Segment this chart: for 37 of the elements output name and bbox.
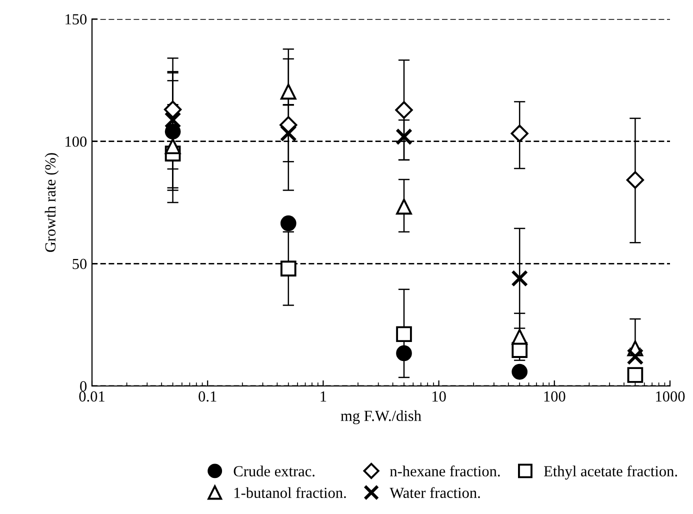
point	[626, 171, 644, 189]
legend-label: n-hexane fraction.	[390, 466, 500, 476]
point	[280, 124, 297, 142]
point	[396, 345, 412, 362]
y-tick-label: 50	[72, 258, 87, 270]
y-tick-label: 0	[80, 381, 87, 392]
y-axis-title: Growth rate (%)	[44, 153, 59, 252]
y-tick-label: 150	[66, 14, 87, 24]
legend-label: 1-butanol fraction.	[234, 487, 346, 498]
point	[396, 326, 412, 342]
x-tick-label: 0.01	[79, 391, 104, 402]
point	[396, 128, 412, 146]
point	[511, 270, 528, 287]
x-tick-label: 1000	[656, 391, 685, 402]
x-tick-label: 100	[544, 391, 566, 402]
point	[164, 100, 182, 118]
point	[280, 215, 296, 232]
point	[164, 124, 181, 140]
point	[626, 348, 644, 366]
x-axis-title: mg F.W./dish	[340, 410, 422, 424]
point	[512, 328, 528, 345]
legend-label: Water fraction.	[390, 487, 480, 498]
legend-label: Crude extrac.	[234, 466, 314, 476]
x-tick-label: 10	[432, 391, 446, 402]
point	[164, 112, 182, 129]
legend-label: Ethyl acetate fraction.	[544, 466, 678, 480]
point	[164, 138, 181, 154]
point	[280, 84, 296, 100]
point	[512, 364, 528, 380]
x-tick-label: 0.1	[198, 391, 216, 402]
point	[395, 101, 413, 119]
point	[280, 260, 296, 276]
x-tick-label: 1	[320, 391, 326, 402]
point	[396, 198, 412, 215]
point	[627, 367, 644, 383]
y-tick-label: 100	[66, 136, 87, 147]
point	[510, 124, 528, 142]
